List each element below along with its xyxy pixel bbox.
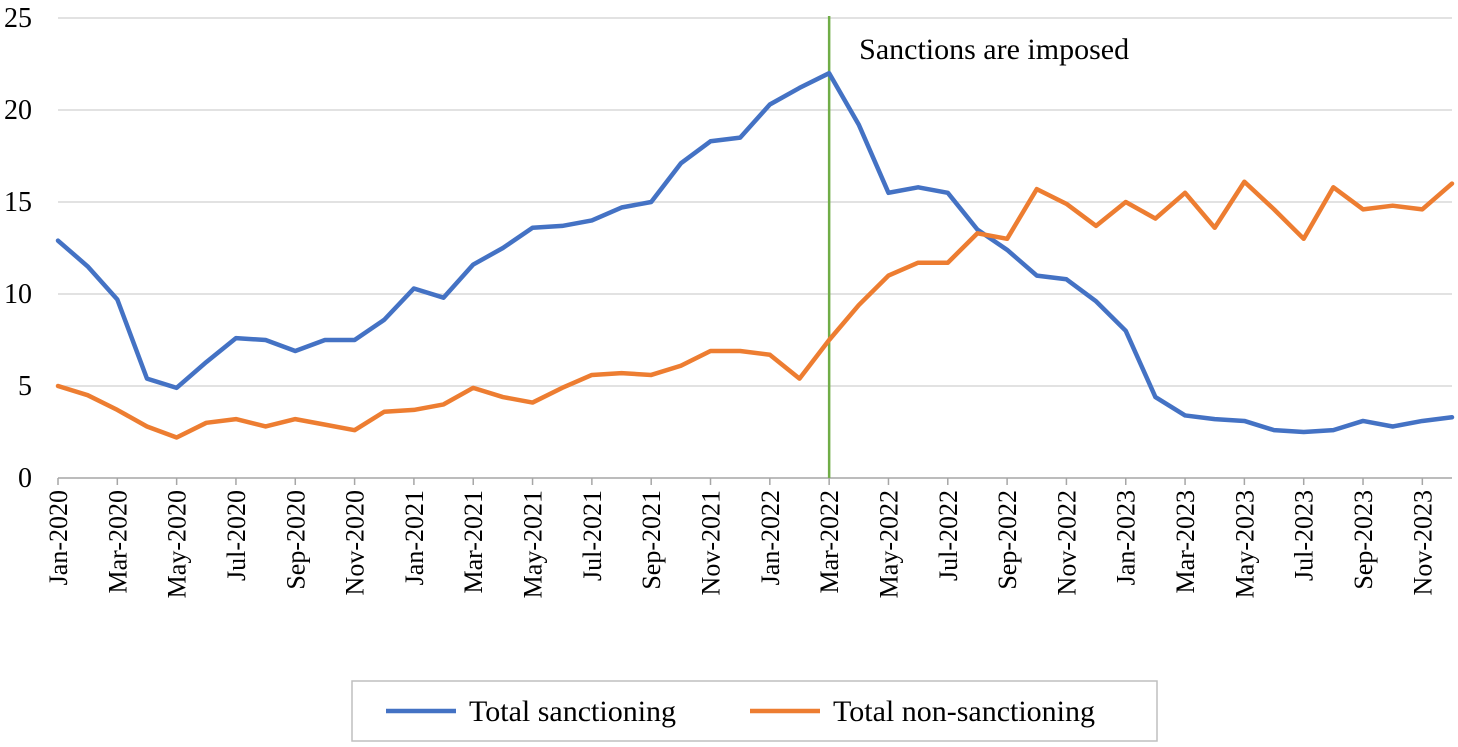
x-tick-label: May-2023: [1230, 490, 1259, 598]
x-tick-label: Sep-2023: [1349, 490, 1378, 590]
x-tick-label: Jul-2023: [1290, 490, 1319, 581]
x-tick-label: Jan-2020: [44, 490, 73, 585]
series-line-total-sanctioning: [55, 70, 1455, 435]
x-tick-label: Sep-2021: [637, 490, 666, 590]
x-tick-label: May-2022: [874, 490, 903, 598]
x-tick-label: Jan-2021: [400, 490, 429, 585]
x-tick-label: Nov-2023: [1408, 490, 1437, 595]
x-tick-label: Mar-2021: [459, 490, 488, 593]
x-tick-labels: Jan-2020 Mar-2020 May-2020 Jul-2020 Sep-2020…: [44, 490, 1437, 598]
x-tick-label: Jul-2022: [934, 490, 963, 581]
x-tick-label: Nov-2022: [1052, 490, 1081, 595]
series-line-total-non-sanctioning: [55, 179, 1455, 440]
y-tick-label: 15: [4, 187, 32, 218]
legend: Total sanctioning Total non-sanctioning: [351, 680, 1158, 742]
x-tick-label: May-2020: [163, 490, 192, 598]
series-lines: [55, 70, 1455, 440]
y-tick-label: 0: [18, 463, 32, 494]
y-tick-labels: 0 5 10 15 20 25: [4, 3, 32, 494]
x-tick-label: Jan-2022: [756, 490, 785, 585]
x-tick-label: Mar-2022: [815, 490, 844, 593]
x-tick-label: Jul-2021: [578, 490, 607, 581]
y-tick-label: 20: [4, 95, 32, 126]
x-tick-label: Nov-2020: [341, 490, 370, 595]
annotation-label: Sanctions are imposed: [859, 33, 1129, 66]
y-tick-label: 5: [18, 371, 32, 402]
x-tick-label: Mar-2020: [103, 490, 132, 593]
y-tick-label: 25: [4, 3, 32, 34]
x-tick-label: May-2021: [519, 490, 548, 598]
x-tick-label: Nov-2021: [697, 490, 726, 595]
x-tick-label: Sep-2022: [993, 490, 1022, 590]
axes: [57, 477, 1452, 485]
gridlines: [58, 17, 1452, 387]
y-tick-label: 10: [4, 279, 32, 310]
x-tick-label: Mar-2023: [1171, 490, 1200, 593]
legend-label-total-sanctioning: Total sanctioning: [469, 695, 676, 728]
legend-label-total-non-sanctioning: Total non-sanctioning: [833, 695, 1095, 728]
annotation-group: Sanctions are imposed: [827, 16, 1129, 478]
x-tick-label: Sep-2020: [281, 490, 310, 590]
x-tick-label: Jan-2023: [1112, 490, 1141, 585]
x-tick-label: Jul-2020: [222, 490, 251, 581]
